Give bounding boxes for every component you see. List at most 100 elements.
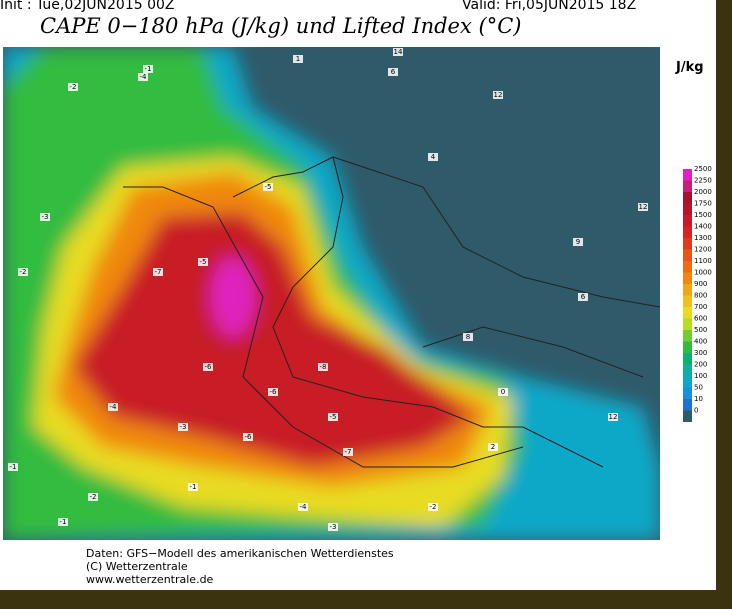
colorbar-label: 1100: [694, 257, 712, 265]
colorbar-label: 1500: [694, 211, 712, 219]
map-title: CAPE 0−180 hPa (J/kg) und Lifted Index (…: [40, 14, 522, 38]
colorbar-label: 300: [694, 349, 707, 357]
label-box: [40, 213, 50, 221]
borders: [123, 156, 660, 468]
label-box: [488, 443, 498, 451]
lifted-index-label: 4: [431, 153, 436, 161]
lifted-index-label: -2: [70, 83, 77, 91]
colorbar-swatch: [683, 284, 692, 296]
label-box: [88, 493, 98, 501]
label-box: [608, 413, 618, 421]
lifted-index-label: -1: [10, 463, 17, 471]
label-box: [388, 68, 398, 76]
label-box: [428, 153, 438, 161]
lifted-index-label: 6: [391, 68, 396, 76]
cape-field: [3, 47, 660, 540]
colorbar-swatch: [683, 364, 692, 376]
valid-time: Valid: Fri,05JUN2015 18Z: [462, 0, 637, 13]
colorbar-swatch: [683, 295, 692, 307]
lifted-index-label: -7: [155, 268, 162, 276]
lifted-index-label: -3: [330, 523, 337, 531]
label-box: [318, 363, 328, 371]
colorbar-label: 2250: [694, 177, 712, 185]
label-box: [493, 91, 503, 99]
label-box: [328, 413, 338, 421]
lifted-index-label: 2: [491, 443, 495, 451]
label-box: [268, 388, 278, 396]
label-box: [143, 65, 153, 73]
lifted-index-label: -7: [345, 448, 352, 456]
label-box: [393, 48, 403, 56]
label-box: [343, 448, 353, 456]
init-time: Init : Tue,02JUN2015 00Z: [0, 0, 175, 13]
footer-line: (C) Wetterzentrale: [86, 560, 188, 573]
lifted-index-label: 12: [639, 203, 648, 211]
colorbar-label: 100: [694, 372, 707, 380]
colorbar-swatch: [683, 387, 692, 399]
colorbar-label: 1400: [694, 223, 712, 231]
colorbar-label: 1750: [694, 200, 712, 208]
lifted-index-label: 12: [609, 413, 618, 421]
label-box: [243, 433, 253, 441]
right-edge: [716, 0, 732, 609]
label-box: [178, 423, 188, 431]
lifted-index-label: 0: [501, 388, 505, 396]
colorbar-swatch: [683, 410, 692, 422]
colorbar-swatch: [683, 307, 692, 319]
lifted-index-label: -2: [430, 503, 437, 511]
label-box: [108, 403, 118, 411]
colorbar-swatch: [683, 399, 692, 411]
label-box: [578, 293, 588, 301]
colorbar-label: 2000: [694, 188, 712, 196]
label-box: [138, 73, 148, 81]
colorbar-label: 1300: [694, 234, 712, 242]
colorbar-label: 600: [694, 315, 707, 323]
label-box: [58, 518, 68, 526]
label-box: [18, 268, 28, 276]
footer: Daten: GFS−Modell des amerikanischen Wet…: [86, 547, 394, 586]
lifted-index-label: -3: [180, 423, 187, 431]
colorbar-swatch: [683, 226, 692, 238]
colorbar-label: 50: [694, 384, 703, 392]
colorbar-label: 1000: [694, 269, 712, 277]
lifted-index-label: -1: [60, 518, 67, 526]
colorbar-swatch: [683, 203, 692, 215]
map: -1 -2 -4 -3 -2 1 6 12 14 12 9 8 12 -5 -7 -5 -6 -6 -5 -7 -8 -4…: [3, 47, 660, 540]
lifted-index-label: -2: [20, 268, 27, 276]
lifted-index-label: -2: [90, 493, 97, 501]
label-box: [463, 333, 473, 341]
lifted-index-label: 6: [581, 293, 586, 301]
label-box: [328, 523, 338, 531]
lifted-index-label: -1: [145, 65, 152, 73]
bottom-bar: [0, 590, 732, 609]
colorbar-swatch: [683, 249, 692, 261]
label-box: [8, 463, 18, 471]
legend-unit: J/kg: [676, 60, 704, 75]
lifted-index-label: -5: [200, 258, 207, 266]
label-box: [203, 363, 213, 371]
colorbar-swatch: [683, 341, 692, 353]
colorbar-swatch: [683, 238, 692, 250]
colorbar-label: 1200: [694, 246, 712, 254]
colorbar-label: 400: [694, 338, 707, 346]
lifted-index-label: -4: [300, 503, 308, 511]
lifted-index-label: 9: [576, 238, 580, 246]
lifted-index-labels: -1 -2 -4 -3 -2 1 6 12 14 12 9 8 12 -5 -7 -5 -6 -6 -5 -7 -8 -4…: [8, 48, 648, 531]
colorbar-swatch: [683, 169, 692, 181]
colorbar-swatch: [683, 215, 692, 227]
label-box: [198, 258, 208, 266]
lifted-index-label: -5: [330, 413, 337, 421]
colorbar-label: 900: [694, 280, 707, 288]
footer-line: Daten: GFS−Modell des amerikanischen Wet…: [86, 547, 394, 560]
colorbar-label: 500: [694, 326, 707, 334]
colorbar-label: 800: [694, 292, 707, 300]
colorbar-label: 2500: [694, 165, 712, 173]
colorbar-swatch: [683, 318, 692, 330]
lifted-index-label: 12: [494, 91, 503, 99]
colorbar-label: 10: [694, 395, 703, 403]
colorbar-swatch: [683, 192, 692, 204]
lifted-index-label: -6: [245, 433, 253, 441]
label-box: [293, 55, 303, 63]
label-box: [188, 483, 198, 491]
